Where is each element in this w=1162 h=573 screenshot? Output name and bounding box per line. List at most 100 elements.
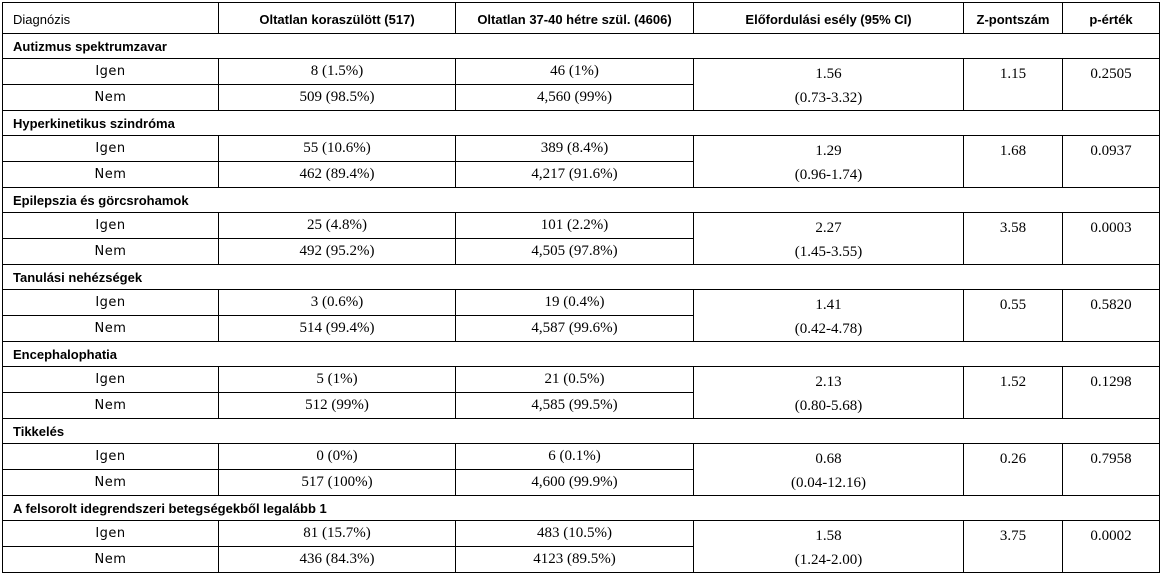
odds-ratio: 1.58 — [815, 528, 842, 544]
table-row: Igen 5 (1%) 21 (0.5%) 2.13 (0.80-5.68) 1.… — [2, 366, 1160, 419]
odds-ratio: 1.41 — [815, 297, 842, 313]
preterm-value: 462 (89.4%) — [218, 161, 456, 188]
header-row: Diagnózis Oltatlan koraszülött (517) Olt… — [2, 2, 1160, 34]
odds-ratio: 2.13 — [815, 374, 842, 390]
table-row: Igen 3 (0.6%) 19 (0.4%) 1.41 (0.42-4.78) … — [2, 289, 1160, 342]
confidence-interval: (0.80-5.68) — [794, 398, 863, 414]
z-score: 1.68 — [963, 135, 1063, 188]
odds-ratio-cell: 1.41 (0.42-4.78) — [693, 289, 964, 342]
section-title: A felsorolt idegrendszeri betegségekből … — [2, 495, 1160, 521]
row-label: Igen — [2, 135, 219, 162]
section-row: Autizmus spektrumzavar — [2, 33, 1160, 59]
p-value: 0.0003 — [1062, 212, 1160, 265]
row-label: Igen — [2, 289, 219, 316]
table-row: Igen 25 (4.8%) 101 (2.2%) 2.27 (1.45-3.55… — [2, 212, 1160, 265]
odds-ratio: 1.56 — [815, 66, 842, 82]
table-row: Nem 492 (95.2%) 4,505 (97.8%) — [2, 238, 1160, 265]
table-row: Igen 81 (15.7%) 483 (10.5%) 1.58 (1.24-2.… — [2, 520, 1160, 573]
row-label: Nem — [2, 84, 219, 111]
preterm-value: 436 (84.3%) — [218, 546, 456, 573]
preterm-value: 5 (1%) — [218, 366, 456, 393]
confidence-interval: (0.96-1.74) — [794, 167, 863, 183]
term-value: 101 (2.2%) — [455, 212, 694, 239]
header-diagnosis: Diagnózis — [2, 2, 219, 34]
z-score: 3.58 — [963, 212, 1063, 265]
odds-ratio-cell: 2.27 (1.45-3.55) — [693, 212, 964, 265]
term-value: 4,505 (97.8%) — [455, 238, 694, 265]
header-preterm: Oltatlan koraszülött (517) — [218, 2, 456, 34]
section-title: Encephalophatia — [2, 341, 1160, 367]
confidence-interval: (0.73-3.32) — [794, 90, 863, 106]
section-title: Tanulási nehézségek — [2, 264, 1160, 290]
term-value: 19 (0.4%) — [455, 289, 694, 316]
term-value: 46 (1%) — [455, 58, 694, 85]
table-row: Igen 0 (0%) 6 (0.1%) 0.68 (0.04-12.16) 0.… — [2, 443, 1160, 496]
term-value: 4,585 (99.5%) — [455, 392, 694, 419]
row-label: Nem — [2, 315, 219, 342]
odds-ratio-cell: 1.56 (0.73-3.32) — [693, 58, 964, 111]
confidence-interval: (1.45-3.55) — [794, 244, 863, 260]
row-label: Igen — [2, 366, 219, 393]
section-row: Tikkelés — [2, 418, 1160, 444]
preterm-value: 55 (10.6%) — [218, 135, 456, 162]
row-label: Igen — [2, 212, 219, 239]
odds-ratio: 0.68 — [815, 451, 842, 467]
term-value: 4,587 (99.6%) — [455, 315, 694, 342]
row-label: Nem — [2, 161, 219, 188]
table-row: Igen 55 (10.6%) 389 (8.4%) 1.29 (0.96-1.7… — [2, 135, 1160, 188]
odds-ratio-cell: 1.29 (0.96-1.74) — [693, 135, 964, 188]
row-label: Nem — [2, 238, 219, 265]
term-value: 389 (8.4%) — [455, 135, 694, 162]
z-score: 1.15 — [963, 58, 1063, 111]
term-value: 483 (10.5%) — [455, 520, 694, 547]
section-row: A felsorolt idegrendszeri betegségekből … — [2, 495, 1160, 521]
confidence-interval: (0.42-4.78) — [794, 321, 863, 337]
table-row: Nem 462 (89.4%) 4,217 (91.6%) — [2, 161, 1160, 188]
preterm-value: 509 (98.5%) — [218, 84, 456, 111]
term-value: 21 (0.5%) — [455, 366, 694, 393]
header-odds-ratio: Előfordulási esély (95% CI) — [693, 2, 964, 34]
term-value: 4,600 (99.9%) — [455, 469, 694, 496]
section-row: Encephalophatia — [2, 341, 1160, 367]
confidence-interval: (0.04-12.16) — [791, 475, 866, 491]
p-value: 0.5820 — [1062, 289, 1160, 342]
z-score: 1.52 — [963, 366, 1063, 419]
table-row: Nem 517 (100%) 4,600 (99.9%) — [2, 469, 1160, 496]
preterm-value: 514 (99.4%) — [218, 315, 456, 342]
row-label: Igen — [2, 443, 219, 470]
row-label: Nem — [2, 546, 219, 573]
term-value: 4,217 (91.6%) — [455, 161, 694, 188]
odds-ratio: 1.29 — [815, 143, 842, 159]
header-z-score: Z-pontszám — [963, 2, 1063, 34]
odds-ratio-cell: 0.68 (0.04-12.16) — [693, 443, 964, 496]
preterm-value: 81 (15.7%) — [218, 520, 456, 547]
header-p-value: p-érték — [1062, 2, 1160, 34]
preterm-value: 517 (100%) — [218, 469, 456, 496]
term-value: 4123 (89.5%) — [455, 546, 694, 573]
term-value: 6 (0.1%) — [455, 443, 694, 470]
z-score: 0.26 — [963, 443, 1063, 496]
section-title: Tikkelés — [2, 418, 1160, 444]
row-label: Igen — [2, 520, 219, 547]
section-row: Tanulási nehézségek — [2, 264, 1160, 290]
section-title: Hyperkinetikus szindróma — [2, 110, 1160, 136]
preterm-value: 0 (0%) — [218, 443, 456, 470]
header-term: Oltatlan 37-40 hétre szül. (4606) — [455, 2, 694, 34]
p-value: 0.2505 — [1062, 58, 1160, 111]
p-value: 0.1298 — [1062, 366, 1160, 419]
preterm-value: 25 (4.8%) — [218, 212, 456, 239]
table-row: Nem 509 (98.5%) 4,560 (99%) — [2, 84, 1160, 111]
preterm-value: 8 (1.5%) — [218, 58, 456, 85]
table-row: Igen 8 (1.5%) 46 (1%) 1.56 (0.73-3.32) 1.… — [2, 58, 1160, 111]
section-row: Hyperkinetikus szindróma — [2, 110, 1160, 136]
table-row: Nem 512 (99%) 4,585 (99.5%) — [2, 392, 1160, 419]
row-label: Nem — [2, 469, 219, 496]
odds-ratio-cell: 2.13 (0.80-5.68) — [693, 366, 964, 419]
preterm-value: 512 (99%) — [218, 392, 456, 419]
odds-ratio: 2.27 — [815, 220, 842, 236]
z-score: 0.55 — [963, 289, 1063, 342]
term-value: 4,560 (99%) — [455, 84, 694, 111]
section-title: Autizmus spektrumzavar — [2, 33, 1160, 59]
section-title: Epilepszia és görcsrohamok — [2, 187, 1160, 213]
